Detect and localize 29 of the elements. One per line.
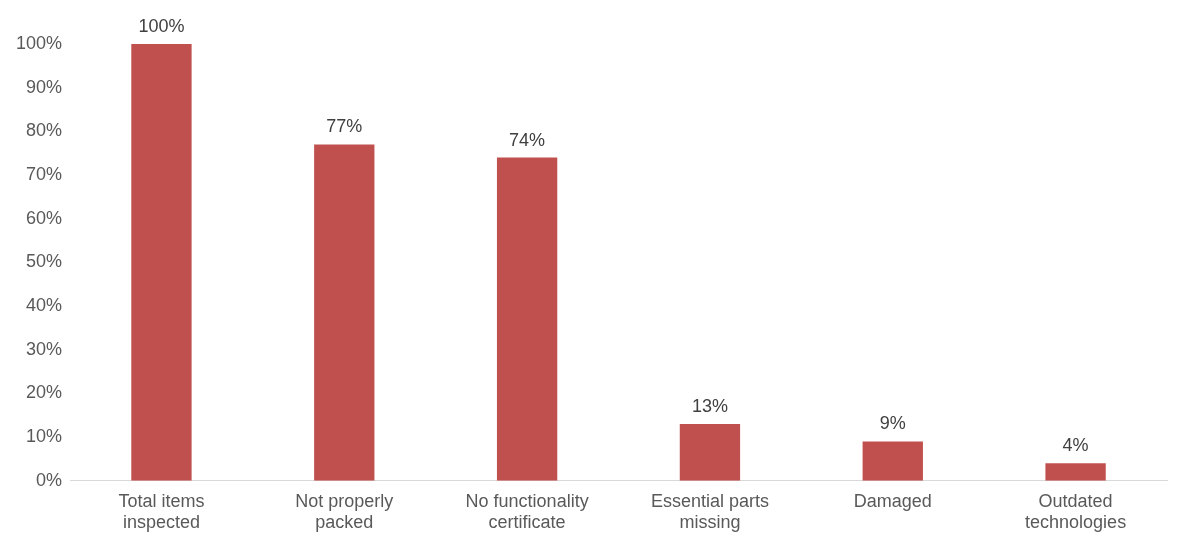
x-tick-label: Not properly packed bbox=[295, 490, 394, 533]
data-label: 4% bbox=[1062, 435, 1089, 456]
x-tick-label: Damaged bbox=[853, 490, 932, 511]
y-tick-label: 0% bbox=[36, 469, 63, 490]
data-label: 74% bbox=[509, 129, 546, 150]
y-tick-label: 90% bbox=[26, 76, 63, 97]
x-tick-label: Total items inspected bbox=[118, 490, 205, 533]
bar bbox=[862, 441, 923, 481]
y-tick-label: 60% bbox=[26, 207, 63, 228]
y-tick-label: 30% bbox=[26, 338, 63, 359]
x-tick-label: No functionality certificate bbox=[465, 490, 589, 533]
bar bbox=[1045, 463, 1106, 481]
data-label: 9% bbox=[879, 413, 906, 434]
data-label: 13% bbox=[691, 395, 728, 416]
y-tick-label: 40% bbox=[26, 295, 63, 316]
bar bbox=[314, 144, 375, 481]
y-tick-label: 50% bbox=[26, 251, 63, 272]
bar bbox=[131, 44, 192, 481]
x-tick-label: Essential parts missing bbox=[650, 490, 769, 533]
y-tick-label: 20% bbox=[26, 382, 63, 403]
bar bbox=[679, 424, 741, 481]
y-tick-label: 80% bbox=[26, 120, 63, 141]
data-label: 100% bbox=[138, 15, 185, 36]
x-tick-label: Outdated technologies bbox=[1025, 490, 1127, 533]
y-tick-label: 10% bbox=[26, 426, 63, 447]
y-tick-label: 100% bbox=[15, 32, 63, 53]
data-label: 77% bbox=[326, 116, 363, 137]
y-tick-label: 70% bbox=[26, 164, 63, 185]
bar bbox=[496, 157, 558, 481]
